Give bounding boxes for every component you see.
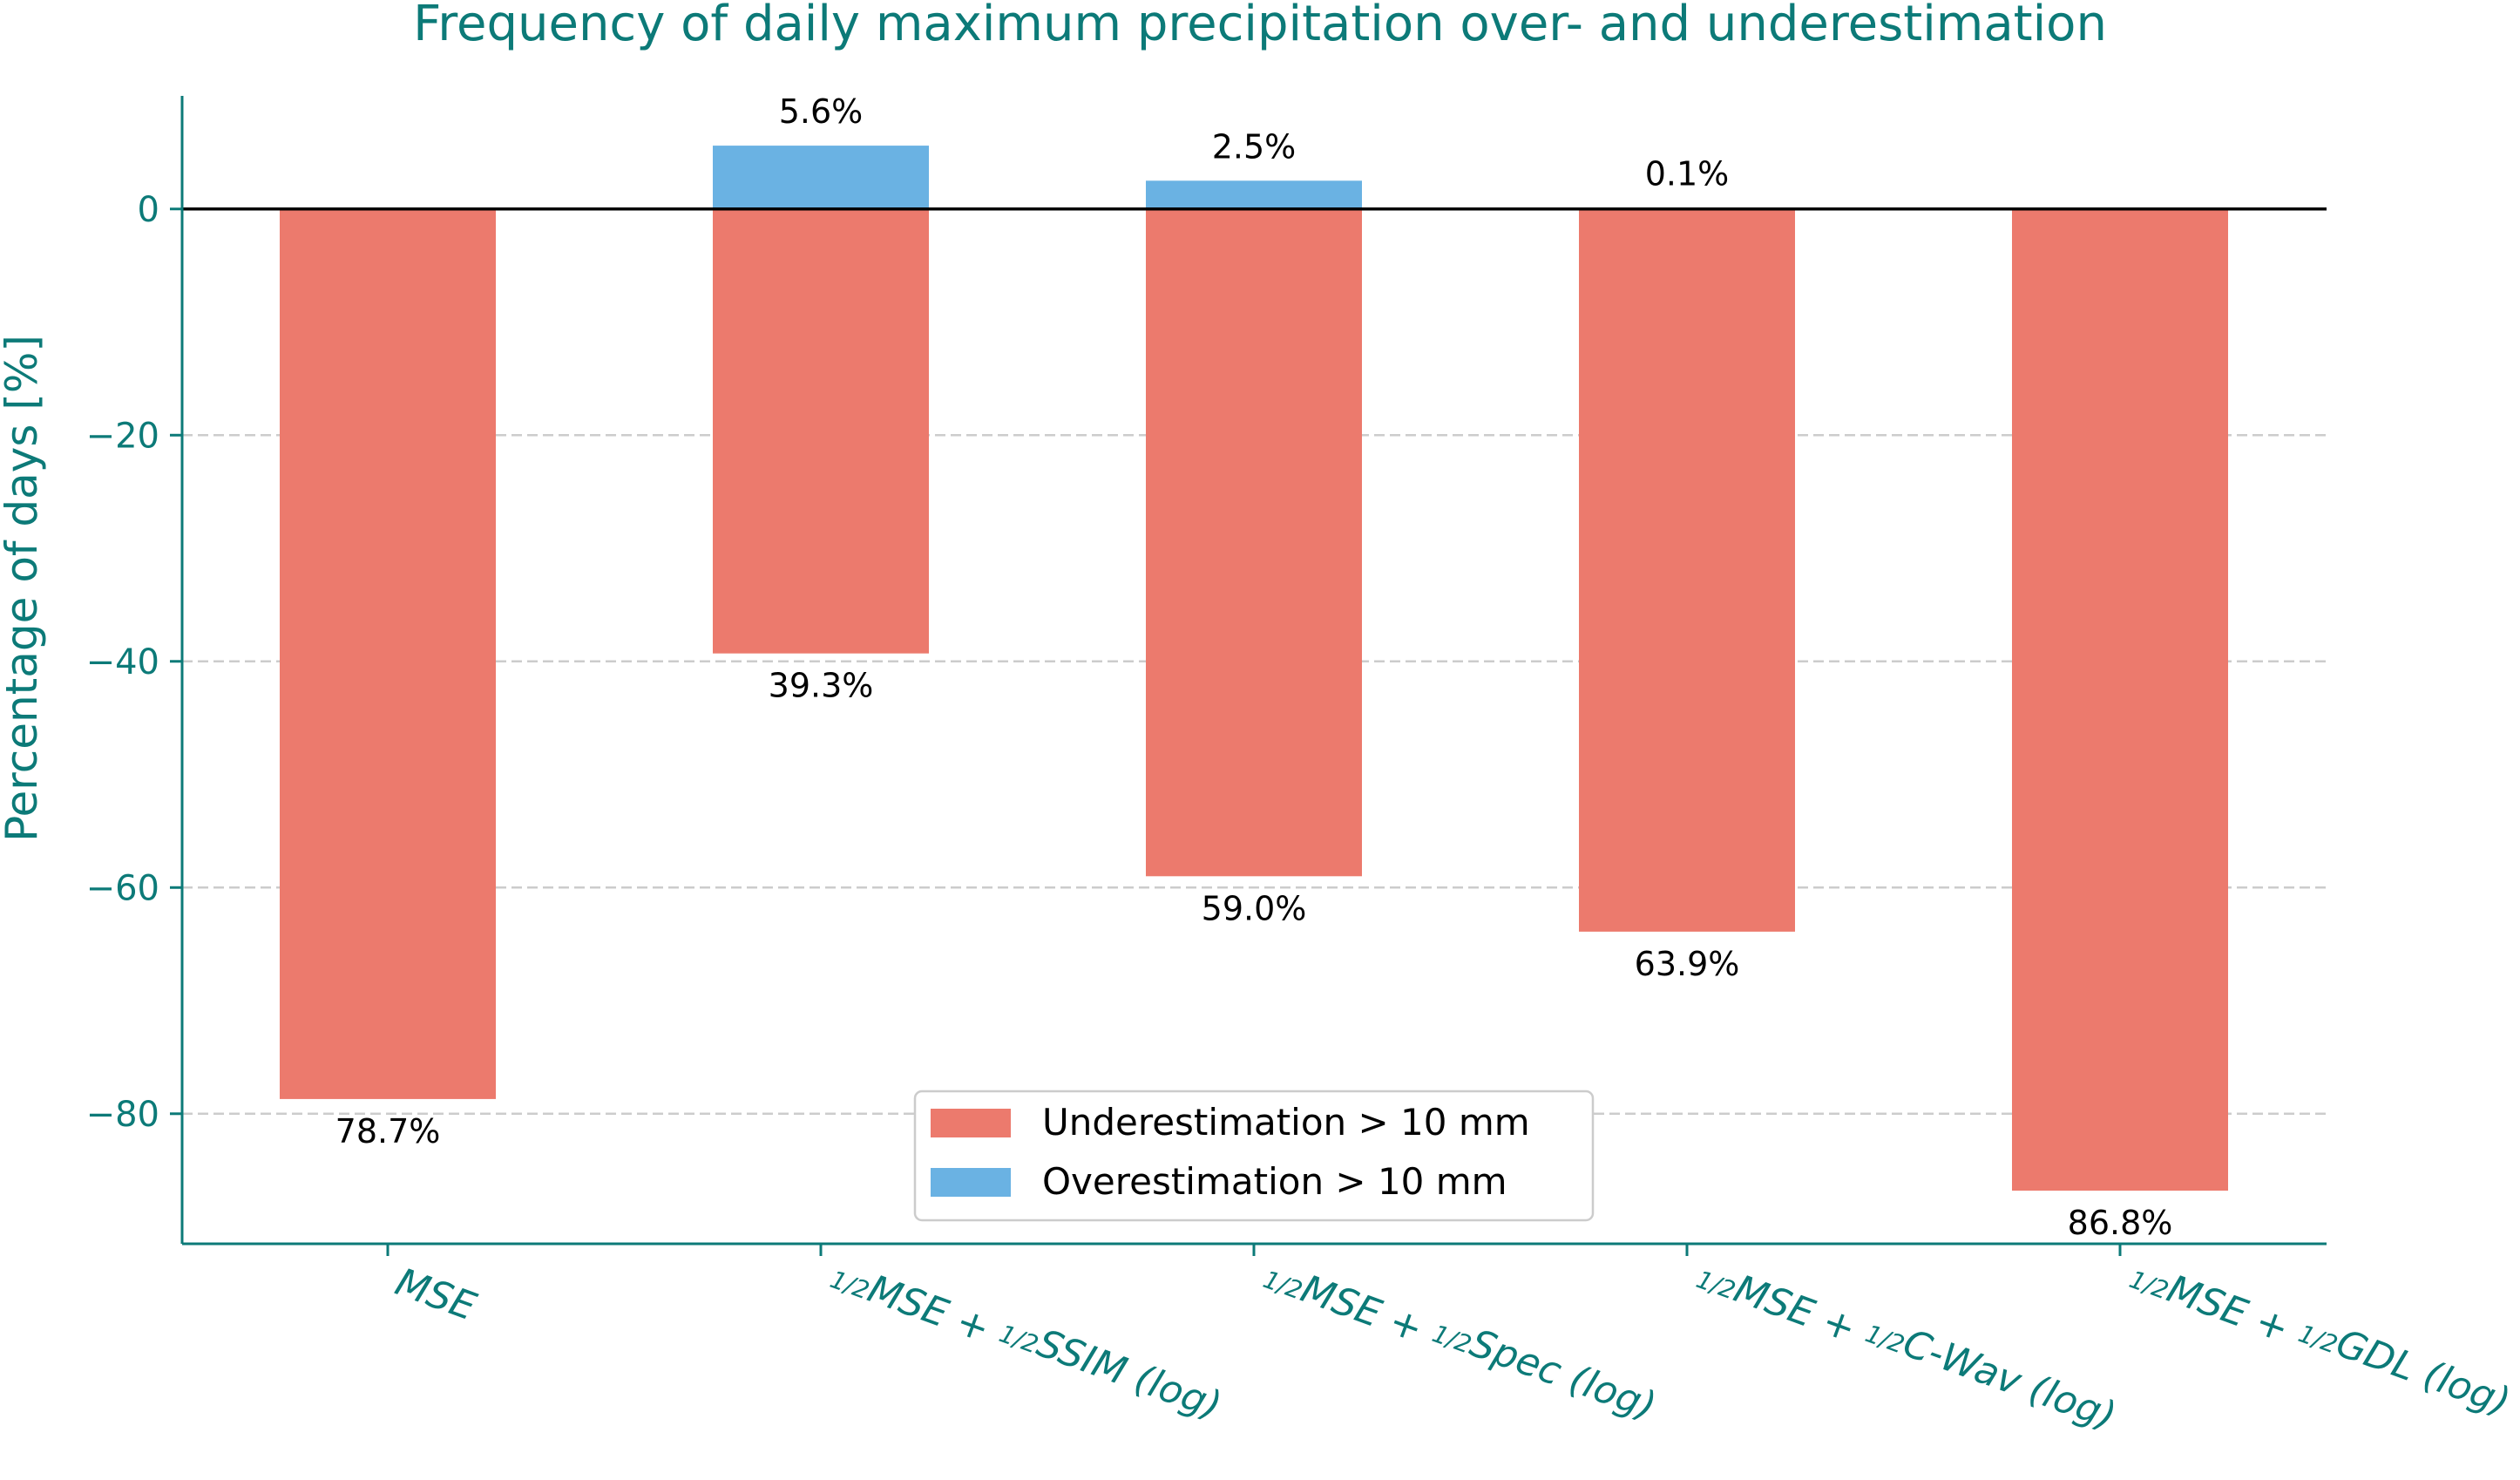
value-label: 2.5% bbox=[1212, 127, 1297, 166]
legend-swatch bbox=[931, 1109, 1011, 1137]
over-bar-mse-spec bbox=[1146, 180, 1362, 209]
x-tick-label: MSE bbox=[390, 1259, 482, 1329]
value-label: 39.3% bbox=[769, 667, 874, 705]
legend-label: Underestimation > 10 mm bbox=[1042, 1101, 1530, 1144]
over-bar-mse-ssim bbox=[713, 146, 929, 209]
value-label: 5.6% bbox=[779, 92, 864, 131]
value-label: 78.7% bbox=[335, 1112, 441, 1151]
legend-box bbox=[913, 1090, 1595, 1222]
value-label: 63.9% bbox=[1635, 945, 1740, 983]
under-bar-mse bbox=[280, 208, 496, 1099]
x-tick-label-mse-cwav: 1/2MSE + 1/2C-Wav (log) bbox=[1691, 1246, 2122, 1445]
y-tick-labels: 0 −20 −40 −60 −80 bbox=[86, 190, 182, 1135]
y-tick-label: −40 bbox=[86, 642, 159, 682]
x-tick-labels: MSE 1/2MSE + 1/2SSIM (log)1/2MSE + 1/2Spe… bbox=[386, 1244, 2516, 1445]
chart-title: Frequency of daily maximum precipitation… bbox=[413, 0, 2107, 52]
x-tick-label: 1/2MSE + 1/2SSIM (log) bbox=[825, 1246, 1227, 1435]
x-tick-label-mse-ssim: 1/2MSE + 1/2SSIM (log) bbox=[825, 1246, 1227, 1435]
x-tick-label-mse-gdl: 1/2MSE + 1/2GDL (log) bbox=[2124, 1246, 2516, 1431]
x-tick-label: 1/2MSE + 1/2Spec (log) bbox=[1258, 1246, 1662, 1436]
bars bbox=[280, 146, 2228, 1191]
x-tick-label: 1/2MSE + 1/2GDL (log) bbox=[2124, 1246, 2516, 1431]
value-label: 59.0% bbox=[1202, 889, 1307, 927]
legend: Underestimation > 10 mm Overestimation > … bbox=[913, 1090, 1595, 1222]
y-tick-label: −20 bbox=[86, 416, 159, 456]
value-labels: 78.7% 39.3% 59.0% 63.9% 86.8% 5.6% 2.5% 0.1% bbox=[335, 92, 2173, 1242]
x-tick-label: 1/2MSE + 1/2C-Wav (log) bbox=[1691, 1246, 2122, 1445]
x-tick-label-mse-spec: 1/2MSE + 1/2Spec (log) bbox=[1258, 1246, 1662, 1436]
under-bar-mse-gdl bbox=[2012, 208, 2228, 1191]
x-tick-label-mse: MSE bbox=[390, 1259, 482, 1329]
y-tick-label: 0 bbox=[138, 190, 159, 230]
under-bar-mse-cwav bbox=[1579, 208, 1795, 932]
y-tick-label: −80 bbox=[86, 1095, 159, 1135]
under-bar-mse-ssim bbox=[713, 208, 929, 654]
value-label: 0.1% bbox=[1645, 154, 1730, 193]
legend-label: Overestimation > 10 mm bbox=[1042, 1160, 1507, 1203]
legend-swatch bbox=[931, 1168, 1011, 1197]
under-bar-mse-spec bbox=[1146, 208, 1362, 877]
y-axis-label: Percentage of days [%] bbox=[0, 335, 47, 842]
value-label: 86.8% bbox=[2068, 1204, 2173, 1242]
y-tick-label: −60 bbox=[86, 868, 159, 908]
